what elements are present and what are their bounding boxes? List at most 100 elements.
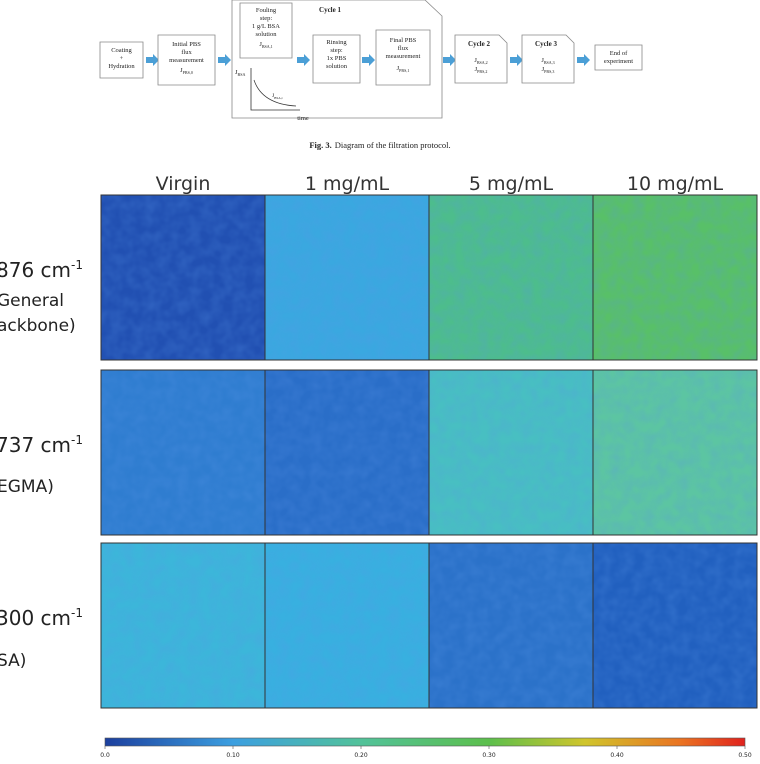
flux-label: JPBS,2 [475, 66, 488, 75]
flux-subscript: PBS,3 [544, 69, 554, 75]
row-label: 300 cm-1 [0, 606, 83, 630]
plot-curve [253, 79, 297, 107]
step-text: measurement [386, 53, 421, 60]
flux-label: JPBS,0 [180, 67, 193, 76]
row-superscript: -1 [71, 258, 83, 272]
step-box [375, 29, 431, 86]
heatmap-texture [101, 195, 265, 360]
row-sublabel: General [0, 291, 64, 311]
caption-text: Diagram of the filtration protocol. [335, 140, 451, 150]
colorbar-tick-label: 0.30 [482, 752, 496, 759]
flow-arrow [577, 54, 590, 66]
flux-symbol: J [474, 57, 477, 64]
step-box [157, 34, 216, 86]
step-box [239, 2, 293, 59]
cycle-title: Cycle 2 [468, 40, 490, 48]
step-text: 1x PBS [327, 55, 347, 62]
heatmap-texture [593, 370, 757, 535]
flux-subscript: BSA,2 [477, 60, 488, 66]
step-text: measurement [169, 57, 204, 64]
column-header: Virgin [156, 173, 211, 195]
flux-subscript: PBS,2 [477, 69, 487, 75]
step-text: Fouling [256, 7, 277, 14]
column-header: 10 mg/mL [627, 173, 724, 195]
flux-subscript: BSA [238, 72, 246, 77]
step-text: Initial PBS [172, 41, 201, 48]
colorbar-tick-label: 0.0 [100, 752, 110, 759]
heatmap-texture [265, 195, 429, 360]
flux-label: JBSA,3 [541, 57, 554, 66]
heatmap-texture [265, 370, 429, 535]
step-box [99, 41, 144, 79]
heatmap-texture [429, 543, 593, 708]
step-text: solution [326, 63, 348, 70]
colorbar-tick-label: 0.40 [610, 752, 624, 759]
row-sublabel: EGMA) [0, 477, 54, 497]
row-wavenumber: 300 cm [0, 606, 71, 630]
flux-symbol: J [180, 67, 183, 74]
step-text: step: [330, 47, 342, 54]
step-box [454, 34, 508, 84]
column-header: 1 mg/mL [305, 173, 390, 195]
colorbar-tick-label: 0.10 [226, 752, 240, 759]
flux-symbol: J [272, 93, 275, 99]
step-text: flux [398, 45, 409, 52]
step-text: Rinsing [326, 39, 347, 46]
plot-x-label: time [297, 115, 309, 122]
row-wavenumber: 876 cm [0, 258, 71, 282]
colorbar [104, 737, 746, 747]
flux-symbol: J [542, 66, 545, 73]
heatmap-texture [593, 195, 757, 360]
row-label: 876 cm-1 [0, 258, 83, 282]
cycle-title: Cycle 3 [535, 40, 557, 48]
flow-arrow [297, 54, 310, 66]
step-text: 1 g/L BSA [252, 23, 280, 30]
step-text: + [120, 55, 124, 62]
flux-label: JPBS,1 [397, 65, 410, 74]
plot-y-label: JBSA [235, 69, 245, 77]
row-sublabel: ackbone) [0, 316, 76, 336]
step-box [312, 34, 361, 84]
row-sublabel: SA) [0, 651, 26, 671]
step-text: Coating [111, 47, 132, 54]
step-text: flux [181, 49, 192, 56]
flux-symbol: J [259, 41, 262, 48]
heatmap-texture [101, 370, 265, 535]
plot-curve-label: JBSA,t [272, 93, 283, 101]
flux-subscript: PBS,0 [183, 70, 193, 76]
column-header: 5 mg/mL [469, 173, 554, 195]
caption: Fig. 3. Diagram of the filtration protoco… [309, 140, 450, 150]
flux-symbol: J [475, 66, 478, 73]
step-text: solution [256, 31, 278, 38]
flow-arrow [443, 54, 456, 66]
heatmap-texture [429, 370, 593, 535]
step-text: Final PBS [390, 37, 417, 44]
plot-axes [250, 68, 300, 111]
flux-subscript: BSA,3 [544, 60, 555, 66]
step-box [594, 44, 643, 71]
row-superscript: -1 [71, 606, 83, 620]
step-text: Hydration [108, 63, 135, 70]
flow-arrow [510, 54, 523, 66]
flux-subscript: BSA,t [274, 96, 282, 101]
step-text: step: [260, 15, 272, 22]
flux-label: JPBS,3 [542, 66, 555, 75]
flux-subscript: PBS,1 [399, 68, 409, 74]
flow-arrow [362, 54, 375, 66]
flux-label: JBSA,1 [259, 41, 272, 50]
flux-symbol: J [541, 57, 544, 64]
step-box [521, 34, 575, 84]
flux-label: JBSA,2 [474, 57, 487, 66]
heatmap-texture [429, 195, 593, 360]
flux-symbol: J [235, 69, 238, 76]
heatmap-texture [593, 543, 757, 708]
step-text: End of [610, 50, 628, 57]
step-text: experiment [604, 58, 633, 65]
colorbar-tick-label: 0.50 [738, 752, 752, 759]
colorbar-tick-label: 0.20 [354, 752, 368, 759]
row-superscript: -1 [71, 433, 83, 447]
cycle-title: Cycle 1 [319, 6, 341, 14]
flow-arrow [218, 54, 231, 66]
flux-symbol: J [397, 65, 400, 72]
